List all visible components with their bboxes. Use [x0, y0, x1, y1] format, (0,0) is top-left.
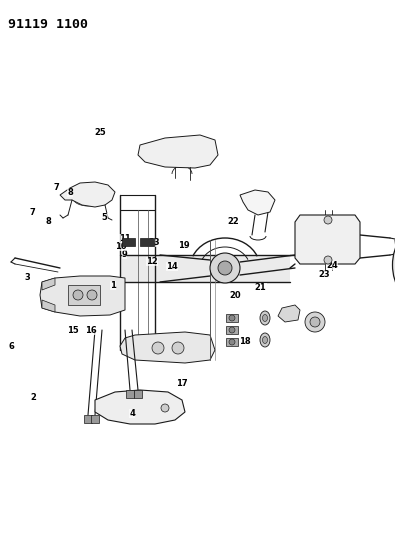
- Circle shape: [73, 290, 83, 300]
- Polygon shape: [126, 390, 134, 398]
- Circle shape: [324, 216, 332, 224]
- Text: 5: 5: [102, 213, 107, 222]
- Polygon shape: [84, 415, 92, 423]
- Text: 14: 14: [166, 262, 178, 271]
- Circle shape: [172, 342, 184, 354]
- Ellipse shape: [263, 336, 267, 343]
- Text: 9: 9: [122, 251, 127, 259]
- Text: 3: 3: [24, 273, 30, 281]
- Text: 25: 25: [95, 128, 107, 136]
- Polygon shape: [240, 190, 275, 215]
- Ellipse shape: [263, 314, 267, 321]
- Polygon shape: [68, 285, 100, 305]
- Circle shape: [310, 317, 320, 327]
- Text: 6: 6: [8, 342, 14, 351]
- Polygon shape: [95, 390, 185, 424]
- Circle shape: [229, 315, 235, 321]
- Polygon shape: [42, 278, 55, 290]
- Circle shape: [229, 327, 235, 333]
- Polygon shape: [122, 238, 135, 246]
- Circle shape: [87, 290, 97, 300]
- Text: 13: 13: [148, 238, 160, 247]
- Circle shape: [152, 342, 164, 354]
- Polygon shape: [138, 135, 218, 168]
- Text: 18: 18: [239, 337, 251, 345]
- Polygon shape: [226, 314, 238, 322]
- Text: 19: 19: [178, 241, 190, 249]
- Text: 8: 8: [68, 189, 73, 197]
- Text: 23: 23: [318, 270, 330, 279]
- Polygon shape: [120, 332, 215, 363]
- Polygon shape: [226, 338, 238, 346]
- Text: 21: 21: [255, 284, 267, 292]
- Text: 7: 7: [30, 208, 35, 216]
- Polygon shape: [295, 215, 360, 264]
- Polygon shape: [120, 255, 290, 282]
- Text: 22: 22: [227, 217, 239, 225]
- Text: 20: 20: [229, 292, 241, 300]
- Polygon shape: [91, 415, 99, 423]
- Ellipse shape: [260, 311, 270, 325]
- Circle shape: [218, 261, 232, 275]
- Text: 12: 12: [146, 257, 158, 265]
- Text: 1: 1: [110, 281, 115, 289]
- Circle shape: [229, 339, 235, 345]
- Ellipse shape: [260, 333, 270, 347]
- Text: 24: 24: [326, 261, 338, 270]
- Text: 2: 2: [31, 393, 36, 401]
- Text: 4: 4: [130, 409, 135, 417]
- Text: 91119 1100: 91119 1100: [8, 18, 88, 31]
- Text: 8: 8: [45, 217, 51, 225]
- Text: 10: 10: [115, 243, 126, 251]
- Text: 15: 15: [67, 326, 79, 335]
- Polygon shape: [226, 326, 238, 334]
- Text: 16: 16: [85, 326, 97, 335]
- Text: 7: 7: [53, 183, 59, 192]
- Polygon shape: [140, 238, 154, 246]
- Polygon shape: [60, 182, 115, 207]
- Text: 11: 11: [118, 235, 130, 243]
- Circle shape: [324, 256, 332, 264]
- Polygon shape: [40, 276, 125, 316]
- Polygon shape: [278, 305, 300, 322]
- Polygon shape: [134, 390, 142, 398]
- Polygon shape: [42, 300, 55, 312]
- Circle shape: [161, 404, 169, 412]
- Ellipse shape: [393, 228, 395, 303]
- Circle shape: [305, 312, 325, 332]
- Text: 17: 17: [176, 379, 188, 388]
- Circle shape: [210, 253, 240, 283]
